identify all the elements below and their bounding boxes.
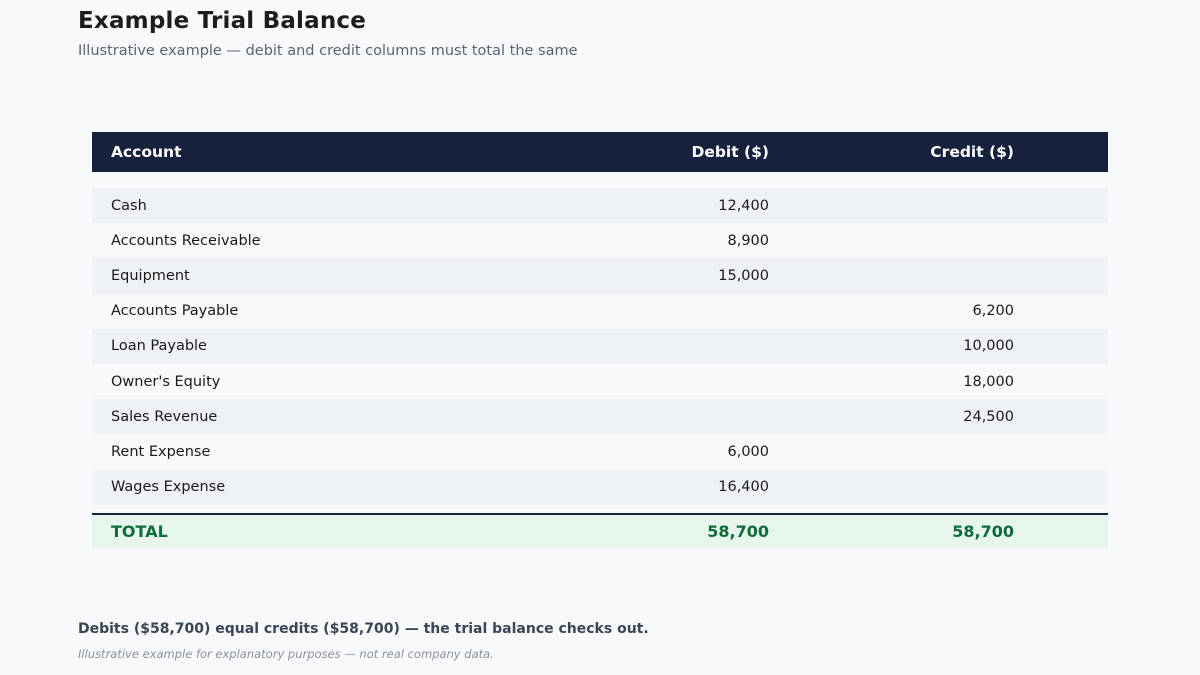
cell-debit: 15,000 [718,267,769,284]
cell-account: Accounts Receivable [111,232,261,249]
table-row: Loan Payable 10,000 [92,328,1108,364]
cell-account: Owner's Equity [111,373,221,390]
table-row: Accounts Receivable 8,900 [92,223,1108,258]
total-row: TOTAL 58,700 58,700 [92,512,1108,548]
cell-credit: 6,200 [972,303,1014,320]
total-credit: 58,700 [952,521,1014,541]
cell-credit: 24,500 [963,408,1014,425]
header-spacer [92,172,1108,188]
table-row: Rent Expense 6,000 [92,434,1108,469]
table-row: Accounts Payable 6,200 [92,294,1108,329]
cell-account: Sales Revenue [111,408,218,425]
column-header-debit: Debit ($) [691,143,769,161]
cell-debit: 6,000 [727,443,769,460]
disclaimer-text: Illustrative example for explanatory pur… [78,647,494,661]
cell-credit: 10,000 [963,338,1014,355]
table-row: Wages Expense 16,400 [92,469,1108,505]
column-header-account: Account [111,143,182,161]
table-header: Account Debit ($) Credit ($) [92,132,1108,172]
trial-balance-table: Account Debit ($) Credit ($) Cash 12,400… [92,132,1108,548]
table-row: Cash 12,400 [92,188,1108,224]
cell-account: Wages Expense [111,479,226,496]
cell-debit: 8,900 [727,232,769,249]
total-label: TOTAL [111,521,168,541]
cell-account: Rent Expense [111,443,211,460]
column-header-credit: Credit ($) [930,143,1014,161]
cell-account: Accounts Payable [111,303,239,320]
table-row: Equipment 15,000 [92,258,1108,294]
table-row: Owner's Equity 18,000 [92,364,1108,399]
total-debit: 58,700 [707,521,769,541]
page-title: Example Trial Balance [78,8,367,34]
table-row: Sales Revenue 24,500 [92,399,1108,435]
cell-debit: 16,400 [718,479,769,496]
cell-account: Loan Payable [111,338,207,355]
cell-account: Cash [111,197,147,214]
total-spacer [92,505,1108,513]
balance-check-note: Debits ($58,700) equal credits ($58,700)… [78,621,649,637]
cell-account: Equipment [111,267,190,284]
page-subtitle: Illustrative example — debit and credit … [78,43,578,59]
cell-debit: 12,400 [718,197,769,214]
cell-credit: 18,000 [963,373,1014,390]
